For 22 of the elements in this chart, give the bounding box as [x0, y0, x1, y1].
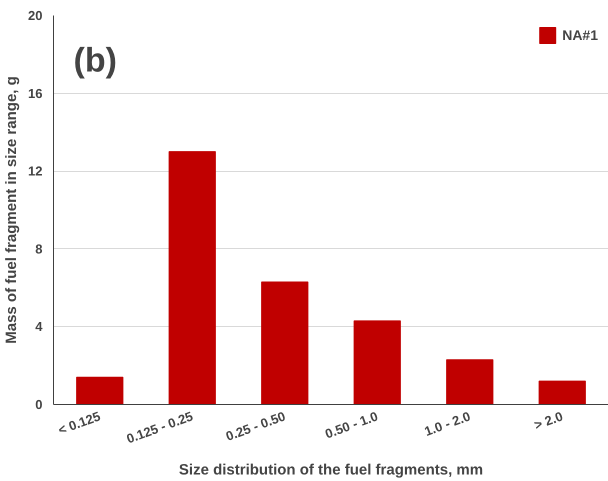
y-axis-title: Mass of fuel fragment in size range, g	[3, 76, 20, 344]
bar	[354, 320, 401, 404]
y-tick-label: 12	[28, 164, 43, 179]
x-tick-label: 1.0 - 2.0	[422, 408, 472, 439]
x-tick-label: < 0.125	[56, 408, 102, 438]
y-tick-label: 4	[35, 319, 44, 334]
x-tick-label: 0.25 - 0.50	[224, 408, 288, 444]
y-tick-label: 0	[35, 397, 43, 412]
x-axis-title: Size distribution of the fuel fragments, mm	[178, 461, 484, 478]
bar	[168, 151, 216, 404]
bar	[261, 281, 308, 404]
y-tick-label: 8	[35, 241, 43, 256]
bar	[76, 376, 124, 404]
bar	[538, 380, 586, 404]
y-tick-label: 20	[28, 8, 43, 23]
x-tick-label: 0.50 - 1.0	[323, 408, 380, 442]
x-tick-label: > 2.0	[532, 408, 565, 433]
annotation: (b)	[74, 42, 117, 80]
x-tick-label: 0.125 - 0.25	[124, 408, 195, 446]
legend-label: NA#1	[562, 27, 598, 43]
y-tick-label: 16	[28, 86, 43, 101]
bar	[446, 359, 494, 404]
